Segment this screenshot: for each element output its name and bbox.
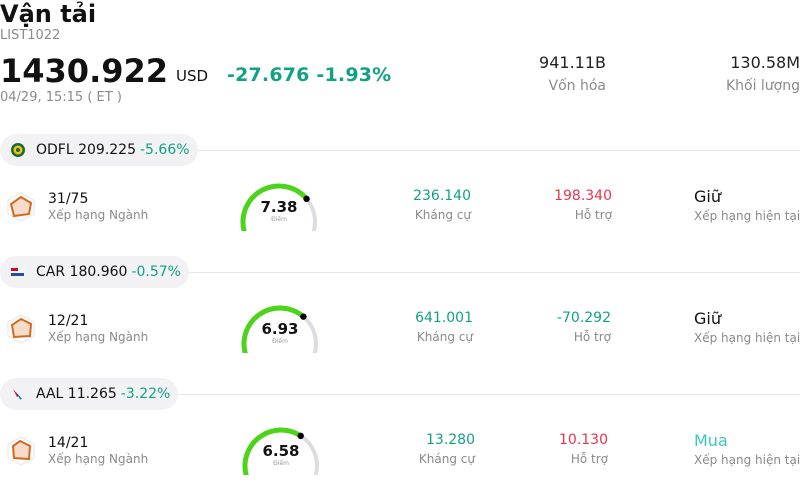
industry-rank-icon (7, 314, 35, 344)
avis-budget-logo-icon (8, 262, 28, 282)
score-gauge-marker (303, 195, 310, 203)
score-value: 7.38 (260, 198, 298, 216)
market-cap-stat: 941.11B Vốn hóa (539, 53, 606, 95)
support-column: 10.130 Hỗ trợ (559, 432, 608, 467)
score-label: Điểm (271, 216, 287, 223)
support-value: 198.340 (554, 188, 612, 204)
resistance-label: Kháng cự (418, 452, 475, 466)
volume-label: Khối lượng (725, 78, 800, 94)
stock-change: -5.66% (140, 142, 190, 158)
currency-label: USD (176, 67, 209, 85)
resistance-value: 13.280 (426, 432, 475, 448)
section-divider (0, 150, 800, 151)
stock-pill-odfl[interactable]: ODFL 209.225 -5.66% (0, 134, 198, 166)
page-title: Vận tải (0, 0, 97, 28)
section-divider (0, 272, 800, 273)
rating-label: Xếp hạng hiện tại (694, 209, 800, 223)
support-column: 198.340 Hỗ trợ (554, 188, 612, 223)
industry-rank-label: Xếp hạng Ngành (48, 208, 149, 222)
list-code: LIST1022 (0, 28, 61, 43)
support-value: -70.292 (556, 310, 611, 326)
support-value: 10.130 (559, 432, 608, 448)
stock-pill-aal[interactable]: AAL 11.265 -3.22% (0, 378, 179, 410)
industry-rank-label: Xếp hạng Ngành (48, 330, 149, 344)
american-airlines-logo-icon (8, 384, 28, 404)
score-gauge-arc (241, 305, 318, 356)
support-label: Hỗ trợ (574, 208, 612, 222)
section-divider (0, 394, 800, 395)
score-gauge: 6.58 Điểm (240, 425, 330, 478)
stock-change: -3.22% (120, 386, 171, 402)
resistance-label: Kháng cự (414, 208, 471, 222)
resistance-value: 236.140 (413, 188, 471, 204)
score-value: 6.93 (261, 320, 299, 338)
current-rating: Giữ Xếp hạng hiện tại (694, 187, 800, 224)
volume-value: 130.58M (730, 53, 800, 72)
rating-value: Giữ (694, 187, 721, 206)
volume-stat: 130.58M Khối lượng (726, 53, 800, 95)
industry-rank-value: 14/21 (48, 435, 89, 451)
support-label: Hỗ trợ (573, 330, 611, 344)
score-value: 6.58 (262, 442, 300, 460)
score-gauge: 7.38 Điểm (238, 181, 328, 234)
rating-label: Xếp hạng hiện tại (694, 453, 800, 467)
market-cap-label: Vốn hóa (548, 78, 606, 94)
industry-rank-icon (7, 192, 35, 222)
resistance-column: 13.280 Kháng cự (419, 432, 475, 467)
score-label: Điểm (273, 460, 289, 467)
industry-rank-icon (7, 436, 35, 466)
index-change: -27.676 -1.93% (227, 64, 392, 86)
rating-label: Xếp hạng hiện tại (694, 331, 800, 345)
support-column: -70.292 Hỗ trợ (557, 310, 611, 345)
current-rating: Giữ Xếp hạng hiện tại (694, 309, 800, 346)
score-gauge-marker (297, 432, 304, 440)
score-gauge-marker (300, 313, 307, 320)
rating-value: Giữ (694, 309, 721, 328)
stock-symbol-price: ODFL 209.225 (36, 142, 136, 158)
stock-symbol-price: AAL 11.265 (36, 386, 117, 402)
resistance-label: Kháng cự (416, 330, 473, 344)
resistance-value: 641.001 (415, 310, 473, 326)
industry-rank-value: 12/21 (48, 313, 89, 329)
market-cap-value: 941.11B (539, 53, 606, 72)
current-rating: Mua Xếp hạng hiện tại (694, 431, 800, 468)
stock-pill-car[interactable]: CAR 180.960 -0.57% (0, 256, 189, 288)
resistance-column: 236.140 Kháng cự (413, 188, 471, 223)
score-gauge-arc (240, 183, 317, 234)
odfl-logo-icon (8, 140, 28, 160)
score-gauge-arc (242, 427, 319, 478)
resistance-column: 641.001 Kháng cự (415, 310, 473, 345)
industry-rank-value: 31/75 (48, 191, 89, 207)
index-price: 1430.922 (0, 52, 169, 90)
industry-rank-label: Xếp hạng Ngành (48, 452, 149, 466)
stock-change: -0.57% (131, 264, 181, 280)
support-label: Hỗ trợ (570, 452, 608, 466)
stock-symbol-price: CAR 180.960 (36, 264, 128, 280)
rating-value: Mua (694, 431, 728, 450)
score-label: Điểm (272, 338, 288, 345)
timestamp: 04/29, 15:15 ( ET ) (0, 90, 122, 105)
score-gauge: 6.93 Điểm (239, 303, 329, 356)
